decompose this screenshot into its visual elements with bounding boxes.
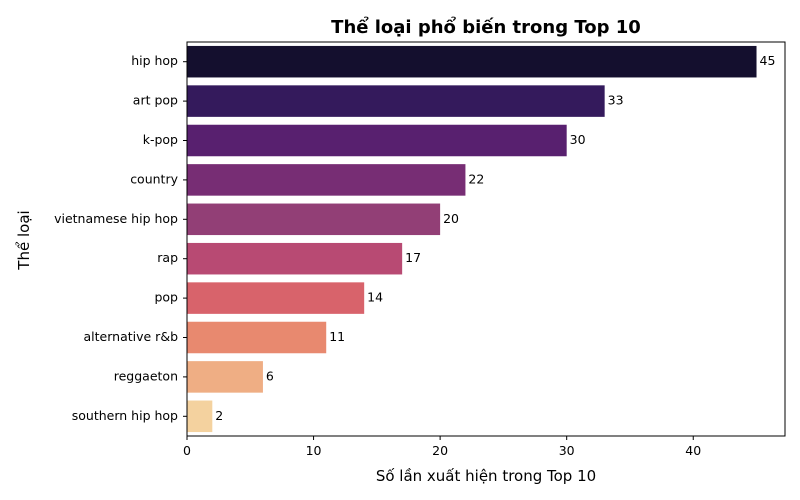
data-label: 33: [608, 93, 624, 108]
bar: [187, 242, 403, 275]
data-label: 14: [367, 290, 383, 305]
y-tick-label: rap: [157, 250, 178, 265]
data-label: 2: [215, 408, 223, 423]
y-tick-label: pop: [154, 290, 178, 305]
data-label: 30: [570, 132, 586, 147]
y-tick-labels: hip hop art pop k-pop country vietnamese hip…: [54, 53, 187, 423]
x-tick-label: 0: [183, 443, 191, 458]
data-label: 45: [760, 53, 776, 68]
y-tick-label: vietnamese hip hop: [54, 211, 178, 226]
data-label: 6: [266, 368, 274, 383]
data-label: 20: [443, 211, 459, 226]
bar: [187, 85, 605, 117]
y-tick-label: hip hop: [131, 53, 178, 68]
x-tick-label: 10: [306, 443, 322, 458]
y-tick-label: alternative r&b: [84, 329, 179, 344]
y-tick-label: country: [130, 171, 178, 186]
data-label: 11: [329, 329, 345, 344]
y-tick-label: art pop: [133, 93, 178, 108]
bar: [187, 361, 263, 393]
y-axis-label: Thể loại: [15, 210, 33, 270]
y-tick-label: reggaeton: [114, 368, 178, 383]
bar: [187, 203, 441, 236]
y-tick-label: k-pop: [143, 132, 178, 147]
x-tick-label: 40: [685, 443, 701, 458]
x-tick-label: 20: [432, 443, 448, 458]
bar: [187, 321, 327, 354]
bar: [187, 124, 567, 157]
bar: [187, 400, 213, 433]
bar: [187, 45, 757, 78]
data-label: 17: [405, 250, 421, 265]
x-axis-label: Số lần xuất hiện trong Top 10: [376, 467, 596, 485]
data-labels: 45 33 30 22 20 17 14 11 6 2: [215, 53, 775, 423]
data-label: 22: [468, 171, 484, 186]
y-tick-label: southern hip hop: [72, 408, 178, 423]
bar: [187, 282, 365, 314]
chart-title: Thể loại phổ biến trong Top 10: [331, 16, 641, 38]
x-ticks: 0 10 20 30 40: [183, 436, 701, 458]
plot-frame: [186, 41, 786, 437]
bars-group: [187, 45, 757, 433]
bar: [187, 164, 466, 196]
x-tick-label: 30: [559, 443, 575, 458]
